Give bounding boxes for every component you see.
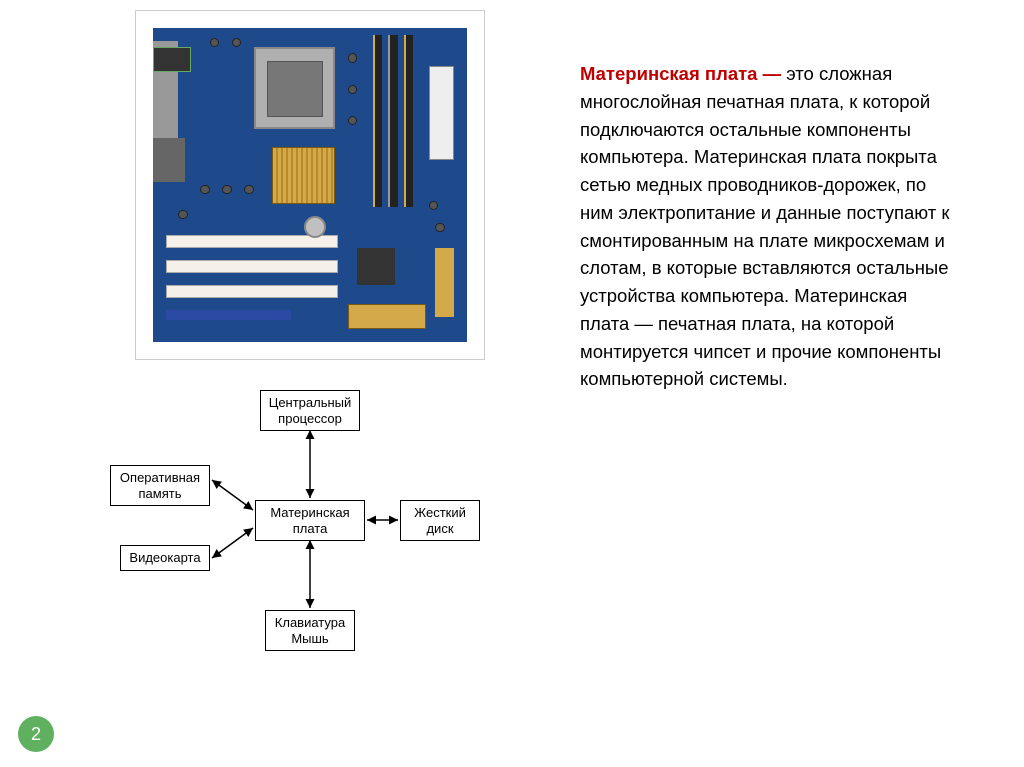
diagram-box-ram: Оперативнаяпамять: [110, 465, 210, 506]
mobo-capacitor: [435, 223, 444, 232]
pcb-board: [153, 28, 466, 341]
mobo-pci3: [166, 285, 338, 298]
mobo-capacitor: [232, 38, 241, 47]
mobo-ram1: [373, 35, 382, 207]
mobo-ram3: [404, 35, 413, 207]
left-column: line{stroke:#000;stroke-width:1.5} Матер…: [100, 10, 520, 660]
block-diagram: line{stroke:#000;stroke-width:1.5} Матер…: [100, 380, 500, 660]
mobo-capacitor: [200, 185, 209, 194]
mobo-sata: [435, 248, 454, 317]
page-number-badge: 2: [18, 716, 54, 752]
diagram-label: Оперативнаяпамять: [120, 470, 200, 501]
diagram-label: Жесткийдиск: [414, 505, 466, 536]
mobo-audio: [153, 138, 184, 182]
mobo-ide: [348, 304, 426, 329]
mobo-capacitor: [348, 116, 357, 125]
diagram-label: Центральныйпроцессор: [269, 395, 352, 426]
mobo-ram2: [388, 35, 397, 207]
page-number-text: 2: [31, 724, 41, 745]
diagram-label: КлавиатураМышь: [275, 615, 345, 646]
article-body: это сложная многослойная печатная плата,…: [580, 63, 949, 389]
text-column: Материнская плата — это сложная многосло…: [580, 60, 960, 393]
mobo-capacitor: [222, 185, 231, 194]
mobo-battery: [304, 216, 326, 238]
mobo-pcie: [166, 310, 291, 319]
diagram-box-gpu: Видеокарта: [120, 545, 210, 571]
motherboard-photo: [135, 10, 485, 360]
diagram-label: Видеокарта: [129, 550, 200, 565]
mobo-heatsink: [272, 147, 335, 203]
mobo-capacitor: [210, 38, 219, 47]
mobo-capacitor: [348, 53, 357, 62]
diagram-box-hdd: Жесткийдиск: [400, 500, 480, 541]
diagram-box-kbm: КлавиатураМышь: [265, 610, 355, 651]
mobo-sb-chip: [357, 248, 395, 286]
mobo-usb: [153, 47, 191, 72]
mobo-capacitor: [244, 185, 253, 194]
diagram-label: Материнскаяплата: [270, 505, 349, 536]
mobo-capacitor: [178, 210, 187, 219]
diagram-box-center: Материнскаяплата: [255, 500, 365, 541]
mobo-capacitor: [429, 201, 438, 210]
article-title: Материнская плата —: [580, 63, 781, 84]
mobo-capacitor: [348, 85, 357, 94]
diagram-box-cpu: Центральныйпроцессор: [260, 390, 360, 431]
mobo-atx-pwr: [429, 66, 454, 160]
mobo-cpu-socket: [254, 47, 335, 128]
mobo-pci2: [166, 260, 338, 273]
